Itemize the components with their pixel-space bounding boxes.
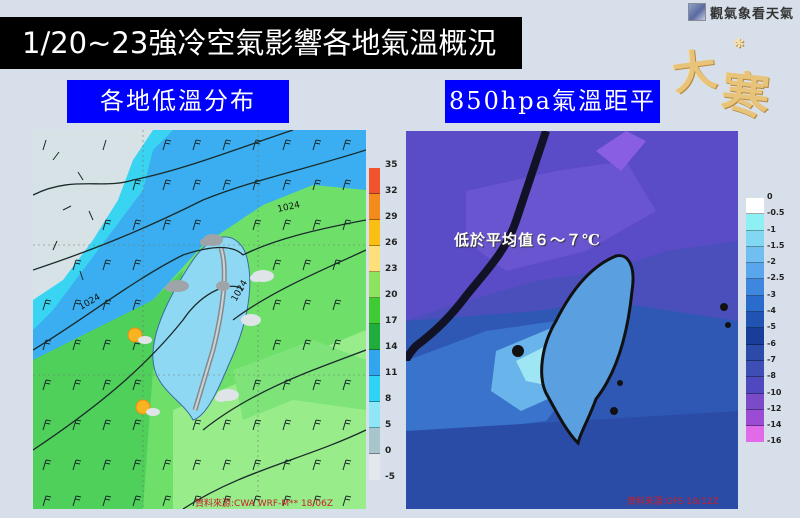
channel-logo-icon	[687, 3, 706, 21]
legend-label: -0.5	[767, 208, 785, 218]
legend-label: -8	[767, 371, 776, 381]
legend-label: -7	[767, 354, 776, 364]
legend-label: 14	[385, 342, 398, 352]
legend-label: 29	[385, 212, 398, 222]
legend-label: 5	[385, 420, 392, 430]
legend-label: -2	[767, 257, 776, 267]
legend-label: 23	[385, 264, 398, 274]
snowflake-icon: ✻	[734, 36, 745, 50]
legend-label: 11	[385, 368, 398, 378]
legend-label: -5	[385, 472, 395, 482]
legend-label: -3	[767, 289, 776, 299]
svg-text:1024: 1024	[277, 200, 302, 215]
page-title: 1/20~23強冷空氣影響各地氣溫概況	[0, 17, 522, 69]
right-data-source: 資料來源:GFS 18/12Z	[627, 497, 719, 507]
legend-label: -14	[767, 420, 782, 430]
legend-label: 0	[385, 446, 392, 456]
temperature-anomaly-map	[406, 131, 738, 509]
legend-label: 8	[385, 394, 392, 404]
legend-label: -1.5	[767, 240, 785, 250]
legend-label: -10	[767, 387, 782, 397]
low-temperature-map: 1024 1024 1024	[33, 130, 366, 509]
brand: 觀氣象看天氣	[687, 2, 794, 22]
left-panel-title: 各地低溫分布	[67, 80, 289, 123]
legend-label: 32	[385, 186, 398, 196]
left-data-source: 資料來源:CWA WRF-M** 18/06Z	[195, 499, 334, 509]
weather-icons	[127, 234, 274, 416]
season-char-2: 寒	[718, 65, 773, 127]
legend-label: 26	[385, 238, 398, 248]
temperature-legend: 35 32 29 26 23 20 17 14 11 8 5 0 -5	[369, 160, 399, 482]
anomaly-legend: 0 -0.5 -1 -1.5 -2 -2.5 -3 -4 -5 -6 -7 -8…	[746, 192, 800, 446]
legend-label: -12	[767, 403, 782, 413]
brand-name: 觀氣象看天氣	[709, 6, 794, 22]
right-panel-title: 850hpa氣溫距平	[445, 80, 660, 123]
legend-label: -6	[767, 338, 776, 348]
legend-label: 20	[385, 290, 398, 300]
legend-label: -1	[767, 224, 776, 234]
legend-label: -2.5	[767, 273, 785, 283]
season-badge: 大 ✻ 寒	[669, 22, 790, 126]
anomaly-annotation: 低於平均值６～７℃	[454, 231, 601, 249]
legend-label: -5	[767, 322, 776, 332]
legend-label: 35	[385, 160, 398, 170]
legend-label: -4	[767, 306, 776, 316]
legend-label: -16	[767, 436, 782, 446]
legend-label: 0	[767, 192, 773, 201]
season-char-1: 大	[669, 44, 720, 101]
legend-label: 17	[385, 316, 398, 326]
